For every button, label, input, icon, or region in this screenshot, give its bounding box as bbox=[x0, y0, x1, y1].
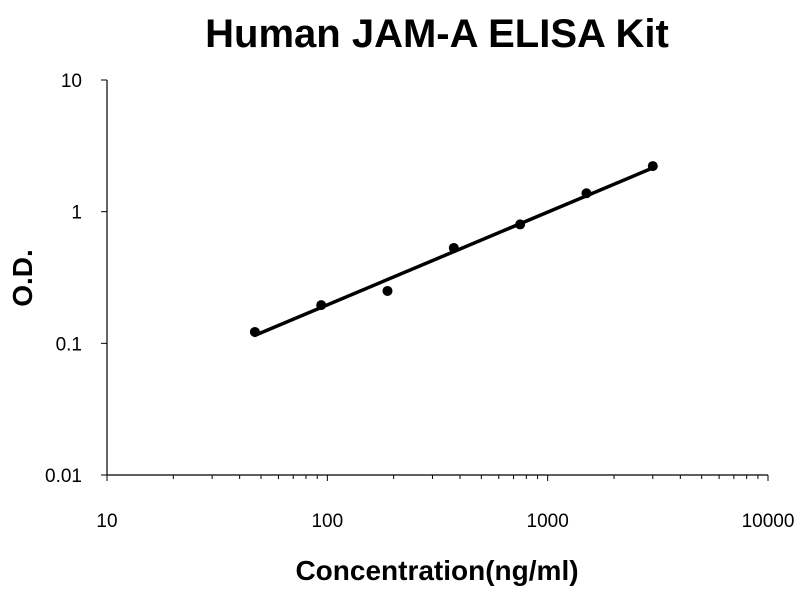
y-axis-title: O.D. bbox=[7, 249, 38, 307]
x-axis-title: Concentration(ng/ml) bbox=[295, 555, 578, 586]
x-tick-label: 100 bbox=[311, 511, 343, 532]
chart-title: Human JAM-A ELISA Kit bbox=[205, 12, 669, 56]
y-tick-label: 1 bbox=[71, 203, 82, 224]
x-tick-label: 10000 bbox=[742, 511, 795, 532]
data-point bbox=[448, 242, 459, 253]
data-point bbox=[382, 285, 393, 296]
data-point bbox=[647, 161, 658, 172]
x-tick-label: 1000 bbox=[527, 511, 569, 532]
y-tick-label: 0.1 bbox=[56, 334, 82, 355]
data-point bbox=[515, 219, 526, 230]
y-tick-label: 0.01 bbox=[45, 466, 82, 487]
data-point bbox=[581, 188, 592, 199]
data-point bbox=[249, 326, 260, 337]
y-axis-ticks bbox=[101, 79, 107, 476]
data-point bbox=[316, 300, 327, 311]
x-axis-ticks bbox=[106, 475, 769, 481]
data-points bbox=[249, 161, 658, 337]
y-tick-labels: 10 1 0.1 0.01 bbox=[45, 71, 82, 487]
x-tick-labels: 10 100 1000 10000 bbox=[96, 511, 794, 532]
x-tick-label: 10 bbox=[96, 511, 117, 532]
y-tick-label: 10 bbox=[61, 71, 82, 92]
